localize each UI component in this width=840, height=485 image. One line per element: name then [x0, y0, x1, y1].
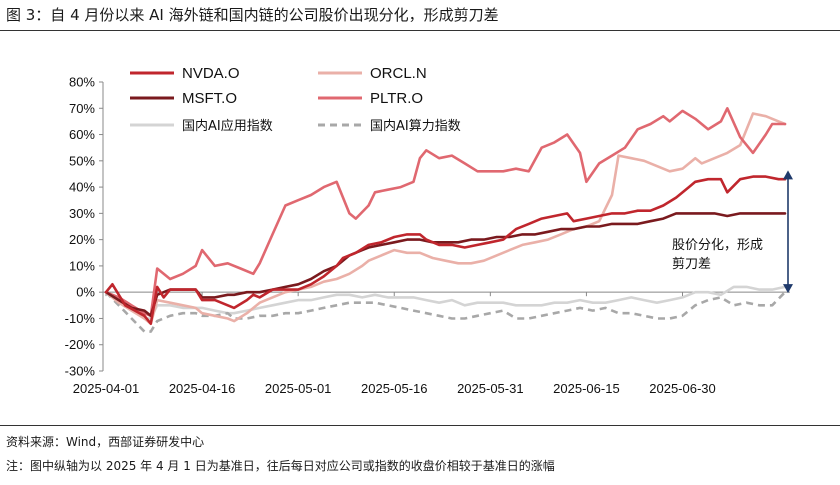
- title-divider: [0, 30, 840, 31]
- x-tick-label: 2025-04-16: [169, 381, 236, 396]
- annotation-text: 剪刀差: [672, 256, 711, 272]
- y-tick-label: 60%: [69, 127, 95, 142]
- annotation: 股价分化，形成剪刀差: [672, 170, 793, 294]
- y-tick-label: 50%: [69, 153, 95, 168]
- legend-label: MSFT.O: [182, 90, 237, 107]
- legend-label: 国内AI应用指数: [182, 118, 273, 134]
- y-tick-label: 0%: [76, 285, 95, 300]
- y-tick-label: 20%: [69, 232, 95, 247]
- y-tick-label: -20%: [65, 337, 96, 352]
- legend-label: PLTR.O: [370, 90, 423, 107]
- figure-title: 图 3：自 4 月份以来 AI 海外链和国内链的公司股价出现分化，形成剪刀差: [6, 6, 499, 24]
- x-tick-label: 2025-04-01: [73, 381, 140, 396]
- series-line-4: [104, 285, 787, 320]
- legend: NVDA.O MSFT.O ORCL.N PLTR.O 国内AI应用指数 国内AI算力指数: [130, 65, 461, 134]
- arrow-head-up: [783, 170, 793, 180]
- legend-label: ORCL.N: [370, 65, 427, 82]
- axes: 80% 70% 60% 50% 40% 30% 20% 10% 0% -10% -20% -30% 20…: [65, 75, 790, 396]
- x-tick-label: 2025-06-15: [553, 381, 620, 396]
- y-tick-label: 10%: [69, 258, 95, 273]
- x-tick-label: 2025-05-31: [457, 381, 524, 396]
- x-tick-label: 2025-05-16: [361, 381, 428, 396]
- series-line-2: [104, 112, 787, 325]
- arrow-head-down: [783, 284, 793, 294]
- series-line-0: [104, 175, 787, 325]
- y-tick-label: 30%: [69, 206, 95, 221]
- y-tick-label: 40%: [69, 180, 95, 195]
- legend-label: 国内AI算力指数: [370, 118, 461, 134]
- footer-divider: [0, 425, 840, 426]
- line-chart: 80% 70% 60% 50% 40% 30% 20% 10% 0% -10% -20% -30% 20…: [65, 65, 793, 396]
- y-tick-label: 80%: [69, 75, 95, 90]
- footnote: 注：图中纵轴为以 2025 年 4 月 1 日为基准日，往后每日对应公司或指数的…: [6, 459, 555, 473]
- series-line-3: [104, 107, 787, 318]
- annotation-text: 股价分化，形成: [672, 238, 763, 253]
- series-lines: [104, 107, 787, 333]
- x-tick-label: 2025-06-30: [649, 381, 716, 396]
- y-tick-label: 70%: [69, 101, 95, 116]
- series-line-5: [105, 291, 786, 333]
- y-tick-label: -30%: [65, 364, 96, 379]
- y-tick-label: -10%: [65, 311, 96, 326]
- source-note: 资料来源：Wind，西部证券研发中心: [6, 435, 205, 449]
- legend-label: NVDA.O: [182, 65, 240, 82]
- x-tick-label: 2025-05-01: [265, 381, 332, 396]
